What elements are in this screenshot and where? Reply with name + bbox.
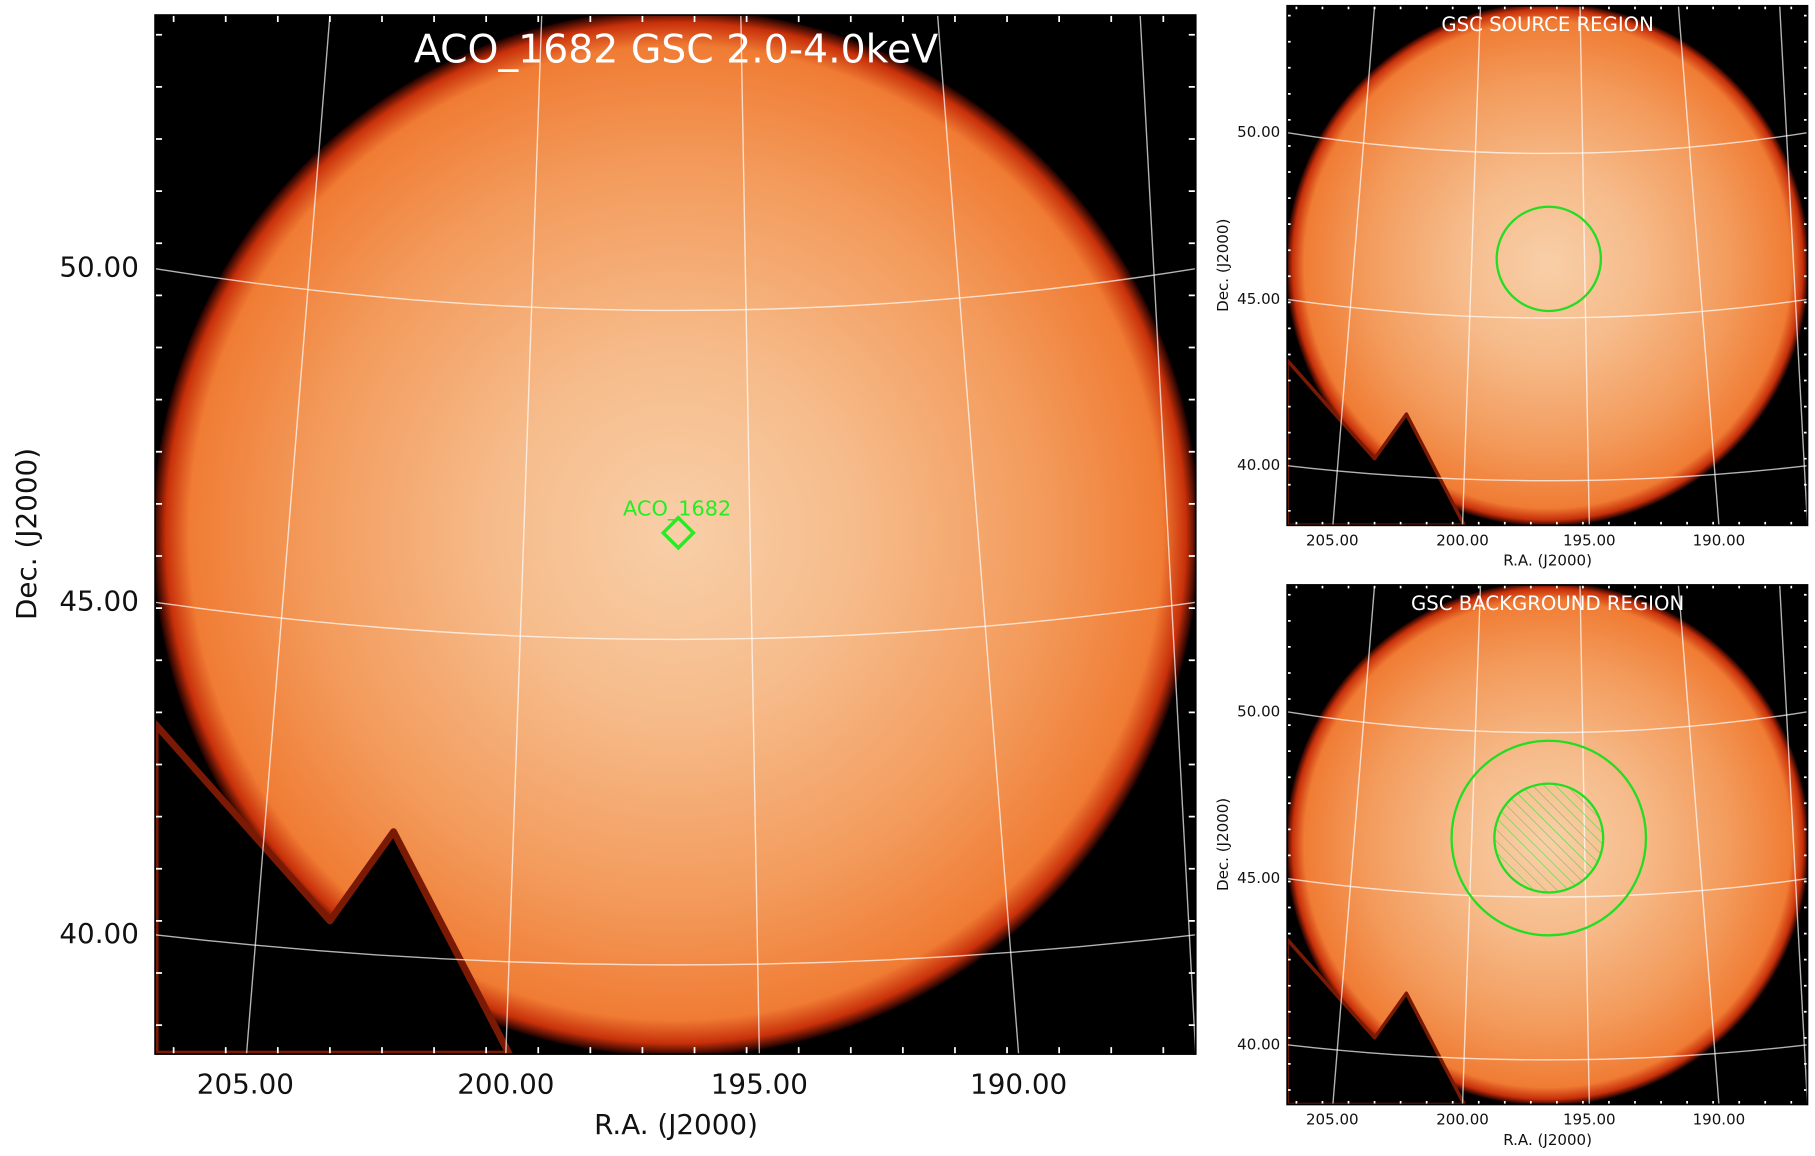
y-tick-label: 50.00	[1237, 702, 1280, 720]
grid-line	[1779, 5, 1808, 526]
grid-line	[1461, 5, 1482, 526]
grid-line	[1677, 5, 1720, 526]
x-tick-label: 205.00	[1306, 531, 1359, 549]
grid-line	[1287, 464, 1808, 482]
source-region	[1495, 205, 1603, 313]
y-tick-label: 45.00	[59, 584, 139, 617]
masked-region	[1287, 358, 1467, 526]
frame	[154, 14, 1197, 1055]
x-axis-label: R.A. (J2000)	[1503, 552, 1592, 570]
x-tick-label: 195.00	[711, 1067, 808, 1100]
grid-line	[1287, 877, 1808, 898]
masked-region	[1287, 937, 1467, 1105]
grid-line	[1332, 5, 1376, 526]
grid-line	[1287, 298, 1808, 319]
image	[1287, 5, 1808, 526]
grid-line	[1287, 1044, 1808, 1061]
x-tick-label: 195.00	[1563, 1111, 1616, 1129]
x-tick-label: 195.00	[1563, 531, 1616, 549]
image-panel	[154, 14, 1197, 1055]
frame	[1286, 4, 1809, 527]
y-tick-label: 40.00	[1237, 456, 1280, 474]
grid-line	[155, 601, 1196, 641]
y-axis-label: Dec. (J2000)	[1214, 219, 1232, 312]
y-tick-label: 45.00	[1237, 290, 1280, 308]
exposure-disk	[1287, 5, 1808, 526]
y-tick-label: 40.00	[59, 917, 139, 950]
grid-line	[936, 15, 1020, 1055]
grid-line	[1579, 5, 1590, 526]
y-tick-label: 40.00	[1237, 1035, 1280, 1053]
grid-line	[1677, 584, 1720, 1105]
panel-title: GSC BACKGROUND REGION	[1411, 592, 1684, 615]
background-region	[1450, 739, 1648, 937]
image-panel	[1286, 4, 1809, 527]
grid-line	[1461, 584, 1482, 1105]
source-marker	[660, 515, 696, 551]
x-tick-label: 190.00	[1693, 531, 1746, 549]
y-tick-label: 50.00	[1237, 123, 1280, 141]
exposure-disk	[155, 15, 1196, 1055]
x-tick-label: 200.00	[457, 1067, 554, 1100]
panel-title: GSC SOURCE REGION	[1441, 13, 1653, 36]
grid-line	[1139, 15, 1196, 1055]
y-axis-label: Dec. (J2000)	[1214, 798, 1232, 891]
x-axis-label: R.A. (J2000)	[594, 1108, 758, 1141]
y-axis-label: Dec. (J2000)	[10, 448, 43, 620]
x-tick-label: 200.00	[1436, 1111, 1489, 1129]
x-tick-label: 190.00	[970, 1067, 1067, 1100]
y-tick-label: 50.00	[59, 251, 139, 284]
image-panel	[1286, 584, 1809, 1106]
masked-region	[155, 720, 513, 1055]
grid-line	[1287, 711, 1808, 734]
x-axis-label: R.A. (J2000)	[1503, 1131, 1592, 1149]
x-tick-label: 190.00	[1693, 1111, 1746, 1129]
grid-line	[155, 934, 1196, 966]
source-label: ACO_1682	[623, 497, 731, 522]
grid-line	[1779, 584, 1808, 1105]
grid-line	[1287, 131, 1808, 155]
excluded-region	[1493, 782, 1605, 894]
grid-line	[505, 15, 543, 1055]
grid-line	[1332, 584, 1376, 1105]
grid-line	[245, 15, 331, 1055]
x-tick-label: 200.00	[1436, 531, 1489, 549]
x-tick-label: 205.00	[1306, 1111, 1359, 1129]
y-tick-label: 45.00	[1237, 869, 1280, 887]
x-tick-label: 205.00	[197, 1067, 294, 1100]
frame	[1286, 584, 1809, 1106]
grid-line	[740, 15, 761, 1055]
image	[155, 15, 1196, 1055]
panel-title: ACO_1682 GSC 2.0-4.0keV	[414, 27, 938, 73]
